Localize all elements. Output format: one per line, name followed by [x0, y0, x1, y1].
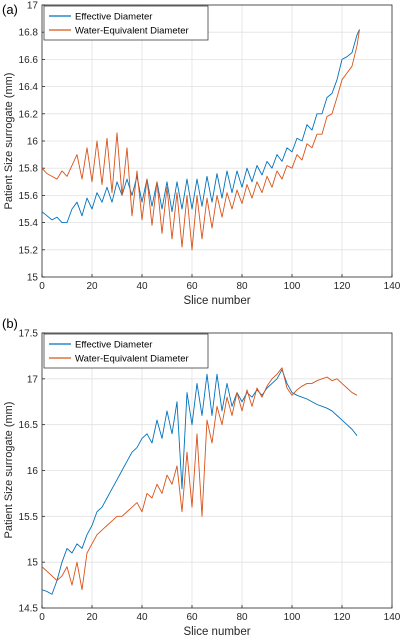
legend: Effective Diameter Water-Equivalent Diame…: [43, 333, 209, 369]
y-tick-label: 16.8: [19, 28, 39, 39]
x-tick-label: 140: [384, 612, 400, 623]
legend-label: Water-Equivalent Diameter: [75, 354, 189, 365]
x-tick-label: 0: [39, 612, 45, 623]
x-tick-label: 0: [39, 281, 45, 292]
x-axis-label: Slice number: [183, 295, 250, 307]
x-tick-label: 120: [334, 281, 351, 292]
x-tick-label: 120: [334, 612, 351, 623]
x-tick-label: 20: [86, 281, 98, 292]
y-tick-label: 15: [27, 558, 39, 569]
x-tick-label: 40: [136, 281, 148, 292]
legend-label: Effective Diameter: [75, 12, 152, 23]
y-tick-label: 16.5: [19, 420, 39, 431]
y-axis-label: Patient Size surrogate (mm): [3, 402, 15, 539]
legend-label: Water-Equivalent Diameter: [75, 26, 189, 37]
y-tick-label: 17: [27, 1, 39, 12]
panel-label: (a): [2, 2, 18, 17]
legend: Effective Diameter Water-Equivalent Diame…: [43, 5, 209, 41]
series-line-effective-diameter: [41, 369, 358, 595]
x-tick-label: 60: [186, 281, 198, 292]
x-tick-label: 100: [284, 281, 301, 292]
y-axis-label: Patient Size surrogate (mm): [3, 73, 15, 210]
legend-label: Effective Diameter: [75, 340, 152, 351]
y-tick-label: 17.5: [19, 329, 39, 340]
x-tick-label: 140: [384, 281, 400, 292]
y-tick-label: 15.6: [19, 191, 39, 202]
x-tick-label: 80: [236, 612, 248, 623]
y-tick-label: 17: [27, 374, 39, 385]
y-tick-label: 16.2: [19, 109, 39, 120]
x-tick-label: 20: [86, 612, 98, 623]
y-tick-label: 14.5: [19, 604, 39, 615]
y-tick-label: 16: [27, 466, 39, 477]
x-tick-label: 100: [284, 612, 301, 623]
x-tick-label: 80: [236, 281, 248, 292]
legend-box: [43, 333, 209, 369]
y-tick-label: 16.6: [19, 55, 39, 66]
x-tick-label: 60: [186, 612, 198, 623]
y-tick-label: 15.5: [19, 512, 39, 523]
y-tick-label: 16.4: [19, 82, 39, 93]
series-line-water-equivalent-diameter: [41, 367, 358, 591]
y-tick-label: 16: [27, 137, 39, 148]
y-tick-label: 15: [27, 273, 39, 284]
y-tick-label: 15.2: [19, 245, 39, 256]
y-tick-label: 15.8: [19, 164, 39, 175]
x-axis-label: Slice number: [183, 626, 250, 638]
series-line-effective-diameter: [41, 29, 360, 224]
y-tick-label: 15.4: [19, 218, 39, 229]
chart-panel-a: 0 20 40 60 80 100 120 140 15 15.2 15.4 15.6 15.8 16 16…: [2, 1, 400, 308]
series-line-water-equivalent-diameter: [41, 29, 360, 251]
legend-box: [43, 5, 209, 41]
x-tick-label: 40: [136, 612, 148, 623]
panel-label: (b): [2, 316, 18, 331]
chart-panel-b: 0 20 40 60 80 100 120 140 14.5 15 15.5 16 16.5 17 17.5…: [2, 316, 400, 638]
